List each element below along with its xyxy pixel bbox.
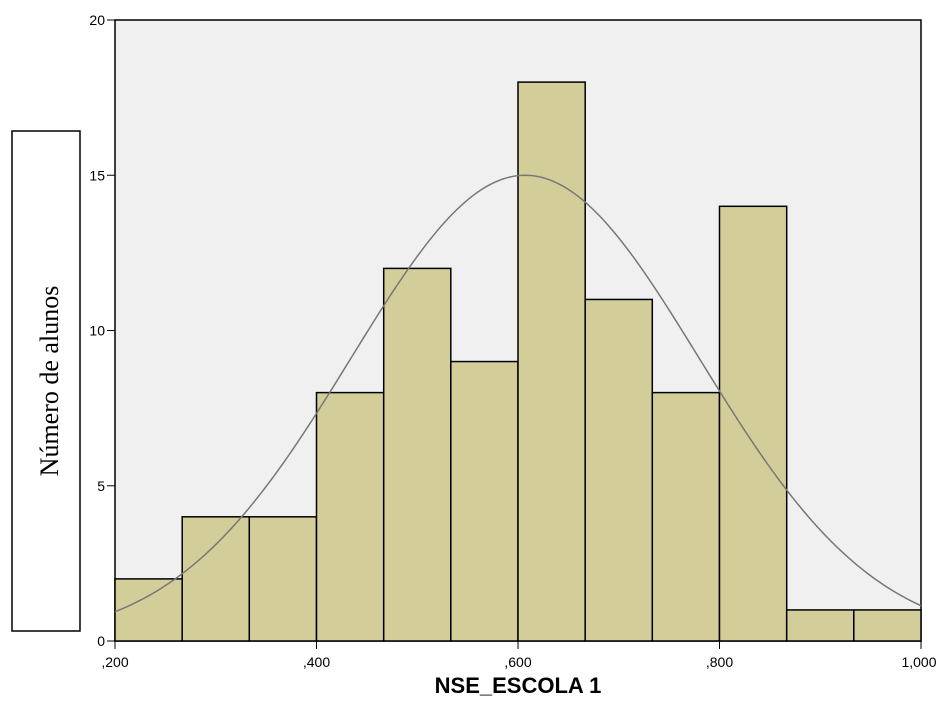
y-axis-title: Número de alunos <box>35 286 64 477</box>
x-tick-label: 1,000 <box>901 654 936 670</box>
y-tick-label: 10 <box>89 323 105 339</box>
y-tick-label: 15 <box>89 167 105 183</box>
y-tick-label: 5 <box>97 478 105 494</box>
x-tick-label: ,600 <box>504 654 531 670</box>
x-tick-label: ,800 <box>706 654 733 670</box>
y-tick-label: 0 <box>97 633 105 649</box>
y-axis-title-box <box>11 130 81 632</box>
histogram-bar-8 <box>584 298 654 642</box>
x-axis-title: NSE_ESCOLA 1 <box>435 673 602 698</box>
histogram-bar-12 <box>853 609 922 642</box>
histogram-bar-1 <box>114 578 183 642</box>
histogram-bar-2 <box>181 516 251 642</box>
histogram-bar-5 <box>382 267 452 642</box>
normal-curve <box>114 174 922 613</box>
histogram-bar-6 <box>450 360 519 642</box>
histogram-bar-4 <box>315 391 385 642</box>
histogram-bar-11 <box>785 609 855 642</box>
y-axis: 0 5 10 15 20 <box>89 12 115 649</box>
histogram-bar-10 <box>718 205 788 642</box>
x-axis: ,200 ,400 ,600 ,800 1,000 <box>101 641 937 670</box>
y-tick-label: 20 <box>89 12 105 28</box>
x-tick-label: ,200 <box>101 654 128 670</box>
histogram-bar-9 <box>651 391 721 642</box>
x-tick-label: ,400 <box>303 654 330 670</box>
